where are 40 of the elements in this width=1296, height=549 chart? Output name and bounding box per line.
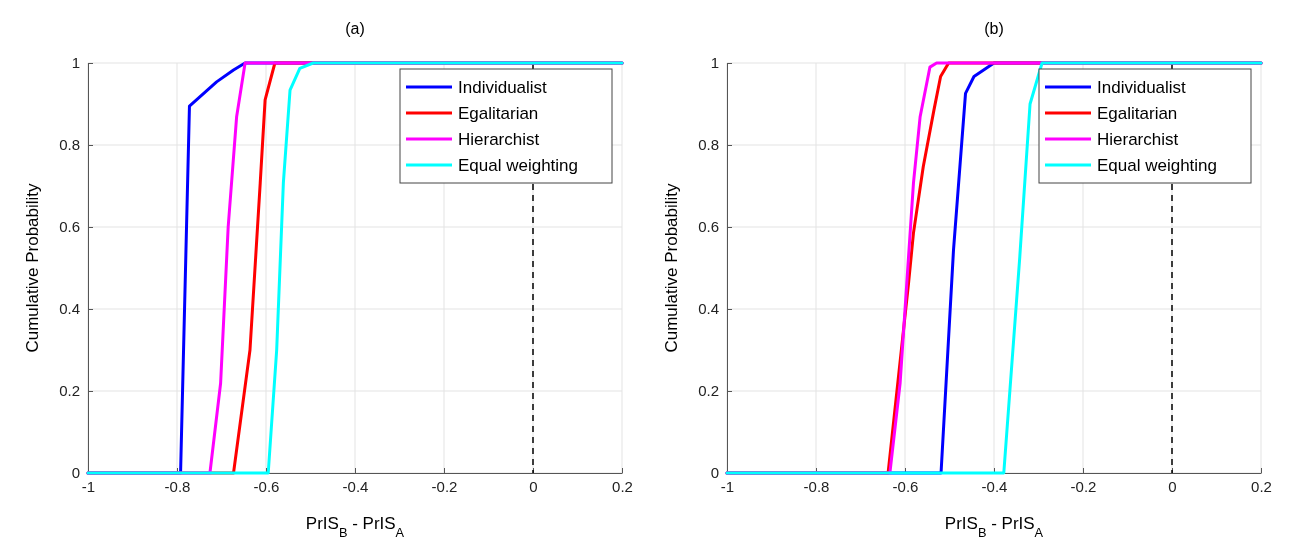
legend-label: Equal weighting [1097, 156, 1218, 175]
legend-label: Hierarchist [458, 130, 540, 149]
x-tick-label: 0.2 [612, 477, 633, 495]
legend-label: Equal weighting [458, 156, 579, 175]
y-tick-label: 0 [710, 464, 719, 482]
chart-title: (b) [984, 20, 1004, 37]
y-tick-label: 0.8 [698, 136, 719, 154]
legend-label: Individualist [1097, 78, 1187, 97]
y-tick-label: 1 [710, 54, 719, 72]
x-tick-label: -1 [720, 477, 735, 495]
y-tick-label: 0.6 [59, 218, 80, 236]
y-tick-label: 1 [71, 54, 80, 72]
x-axis-title: PrIS$_{B}$ - PrIS$_{A}$ [305, 514, 405, 540]
x-tick-label: -1 [81, 477, 96, 495]
y-tick-label: 0.4 [698, 300, 719, 318]
y-tick-label: 0.8 [59, 136, 80, 154]
legend-label: Individualist [458, 78, 548, 97]
x-tick-label: 0 [1168, 477, 1177, 495]
y-tick-label: 0 [71, 464, 80, 482]
x-tick-label: -0.4 [342, 477, 369, 495]
y-tick-label: 0.4 [59, 300, 80, 318]
y-tick-label: 0.6 [698, 218, 719, 236]
x-tick-label: 0 [529, 477, 538, 495]
x-tick-label: 0.2 [1251, 477, 1272, 495]
x-tick-label: -0.6 [892, 477, 919, 495]
x-tick-label: -0.2 [431, 477, 458, 495]
x-tick-label: -0.8 [803, 477, 830, 495]
x-tick-label: -0.2 [1070, 477, 1097, 495]
x-tick-label: -0.6 [253, 477, 280, 495]
chart-title: (a) [345, 20, 365, 37]
y-axis-title: Cumulative Probability [23, 182, 42, 353]
legend-label: Hierarchist [1097, 130, 1179, 149]
x-axis-title: PrIS$_{B}$ - PrIS$_{A}$ [944, 514, 1044, 540]
y-tick-label: 0.2 [59, 382, 80, 400]
legend-label: Egalitarian [1097, 104, 1178, 123]
y-tick-label: 0.2 [698, 382, 719, 400]
x-tick-label: -0.4 [981, 477, 1008, 495]
y-axis-title: Cumulative Probability [662, 182, 681, 353]
legend-label: Egalitarian [458, 104, 539, 123]
x-tick-label: -0.8 [164, 477, 191, 495]
